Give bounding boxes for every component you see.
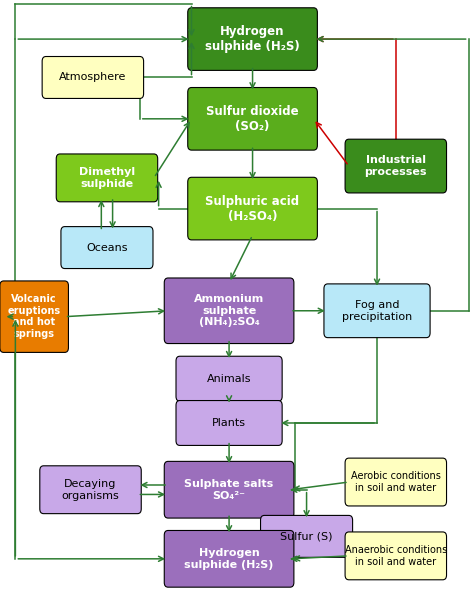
FancyBboxPatch shape <box>176 356 282 401</box>
Text: Sulphate salts
SO₄²⁻: Sulphate salts SO₄²⁻ <box>184 479 273 500</box>
FancyBboxPatch shape <box>176 401 282 445</box>
Text: Fog and
precipitation: Fog and precipitation <box>342 300 412 321</box>
Text: Aerobic conditions
in soil and water: Aerobic conditions in soil and water <box>351 471 441 493</box>
FancyBboxPatch shape <box>164 530 294 587</box>
Text: Sulfur dioxide
(SO₂): Sulfur dioxide (SO₂) <box>206 105 299 133</box>
FancyBboxPatch shape <box>42 56 144 98</box>
Text: Hydrogen
sulphide (H₂S): Hydrogen sulphide (H₂S) <box>184 548 274 570</box>
FancyBboxPatch shape <box>345 139 447 193</box>
FancyBboxPatch shape <box>0 281 68 352</box>
FancyBboxPatch shape <box>345 458 447 506</box>
Text: Ammonium
sulphate
(NH₄)₂SO₄: Ammonium sulphate (NH₄)₂SO₄ <box>194 294 264 327</box>
FancyBboxPatch shape <box>324 284 430 337</box>
Text: Sulfur (S): Sulfur (S) <box>280 532 333 541</box>
FancyBboxPatch shape <box>164 461 294 518</box>
FancyBboxPatch shape <box>40 466 141 514</box>
FancyBboxPatch shape <box>164 278 294 343</box>
FancyBboxPatch shape <box>345 532 447 580</box>
FancyBboxPatch shape <box>188 8 318 70</box>
Text: Dimethyl
sulphide: Dimethyl sulphide <box>79 167 135 189</box>
FancyBboxPatch shape <box>261 516 353 557</box>
Text: Plants: Plants <box>212 418 246 428</box>
FancyBboxPatch shape <box>56 154 158 202</box>
Text: Oceans: Oceans <box>86 243 128 253</box>
Text: Atmosphere: Atmosphere <box>59 72 127 82</box>
Text: Sulphuric acid
(H₂SO₄): Sulphuric acid (H₂SO₄) <box>206 195 300 223</box>
Text: Volcanic
eruptions
and hot
springs: Volcanic eruptions and hot springs <box>8 294 61 339</box>
Text: Decaying
organisms: Decaying organisms <box>62 479 119 500</box>
FancyBboxPatch shape <box>61 227 153 269</box>
FancyBboxPatch shape <box>188 88 318 150</box>
Text: Anaerobic conditions
in soil and water: Anaerobic conditions in soil and water <box>345 545 447 567</box>
Text: Hydrogen
sulphide (H₂S): Hydrogen sulphide (H₂S) <box>205 25 300 53</box>
Text: Industrial
processes: Industrial processes <box>365 155 427 177</box>
FancyBboxPatch shape <box>188 177 318 240</box>
Text: Animals: Animals <box>207 374 251 384</box>
